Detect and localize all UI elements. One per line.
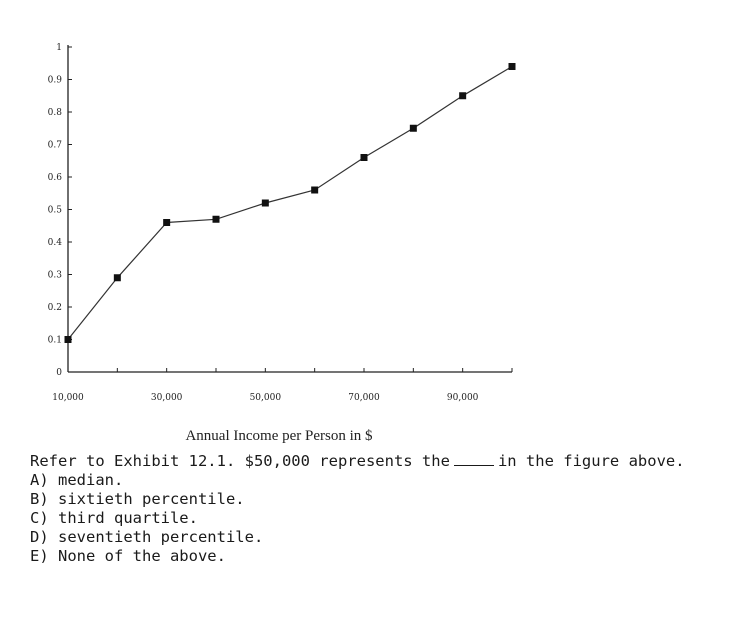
- y-tick-label: 0.7: [48, 141, 63, 151]
- x-tick-label: 30,000: [151, 393, 183, 403]
- data-point: [163, 219, 171, 226]
- data-point: [64, 336, 72, 343]
- y-tick-label: 0.3: [48, 271, 63, 281]
- option-b[interactable]: B) sixtieth percentile.: [30, 490, 245, 508]
- question-stem-end: in the figure above.: [497, 452, 685, 470]
- y-tick-label: 0: [56, 368, 62, 378]
- x-tick-label: 50,000: [250, 393, 282, 403]
- y-tick-label: 0.8: [48, 108, 63, 118]
- y-tick-label: 0.4: [48, 238, 63, 248]
- data-point: [261, 199, 269, 207]
- data-point: [311, 186, 319, 194]
- data-point: [459, 92, 467, 100]
- question-block: Refer to Exhibit 12.1. $50,000 represent…: [30, 452, 710, 566]
- x-tick-label: 70,000: [348, 393, 380, 403]
- x-tick-label: 90,000: [447, 393, 479, 403]
- data-markers: [64, 63, 516, 343]
- series-line: [67, 65, 513, 340]
- y-tick-label: 0.6: [48, 173, 63, 183]
- option-a[interactable]: A) median.: [30, 471, 124, 489]
- data-point: [508, 63, 516, 70]
- question-stem: Refer to Exhibit 12.1. $50,000 represent…: [30, 452, 710, 471]
- data-point: [113, 274, 121, 282]
- line-chart: 0 0.1 0.2 0.3 0.4 0.5 0.6 0.7 0.8 0.9 1 10,000 30,0…: [48, 43, 516, 444]
- x-axis-title: Annual Income per Person in $: [185, 428, 373, 444]
- y-tick-label: 1: [56, 43, 62, 53]
- y-tick-label: 0.2: [48, 303, 62, 313]
- question-stem-start: Refer to Exhibit 12.1. $50,000 represent…: [30, 452, 450, 470]
- y-tick-label: 0.1: [48, 336, 62, 346]
- option-e[interactable]: E) None of the above.: [30, 547, 226, 565]
- x-tick-label: 10,000: [52, 393, 84, 403]
- y-tick-label: 0.5: [48, 206, 63, 216]
- data-point: [212, 215, 220, 223]
- option-d[interactable]: D) seventieth percentile.: [30, 528, 264, 546]
- data-point: [409, 124, 417, 132]
- x-ticks: 10,000 30,000 50,000 70,000 90,000: [52, 368, 513, 403]
- option-c[interactable]: C) third quartile.: [30, 509, 198, 527]
- answer-blank: [453, 453, 494, 466]
- y-tick-label: 0.9: [48, 76, 63, 86]
- data-point: [360, 154, 368, 161]
- y-ticks: 0 0.1 0.2 0.3 0.4 0.5 0.6 0.7 0.8 0.9 1: [48, 43, 72, 378]
